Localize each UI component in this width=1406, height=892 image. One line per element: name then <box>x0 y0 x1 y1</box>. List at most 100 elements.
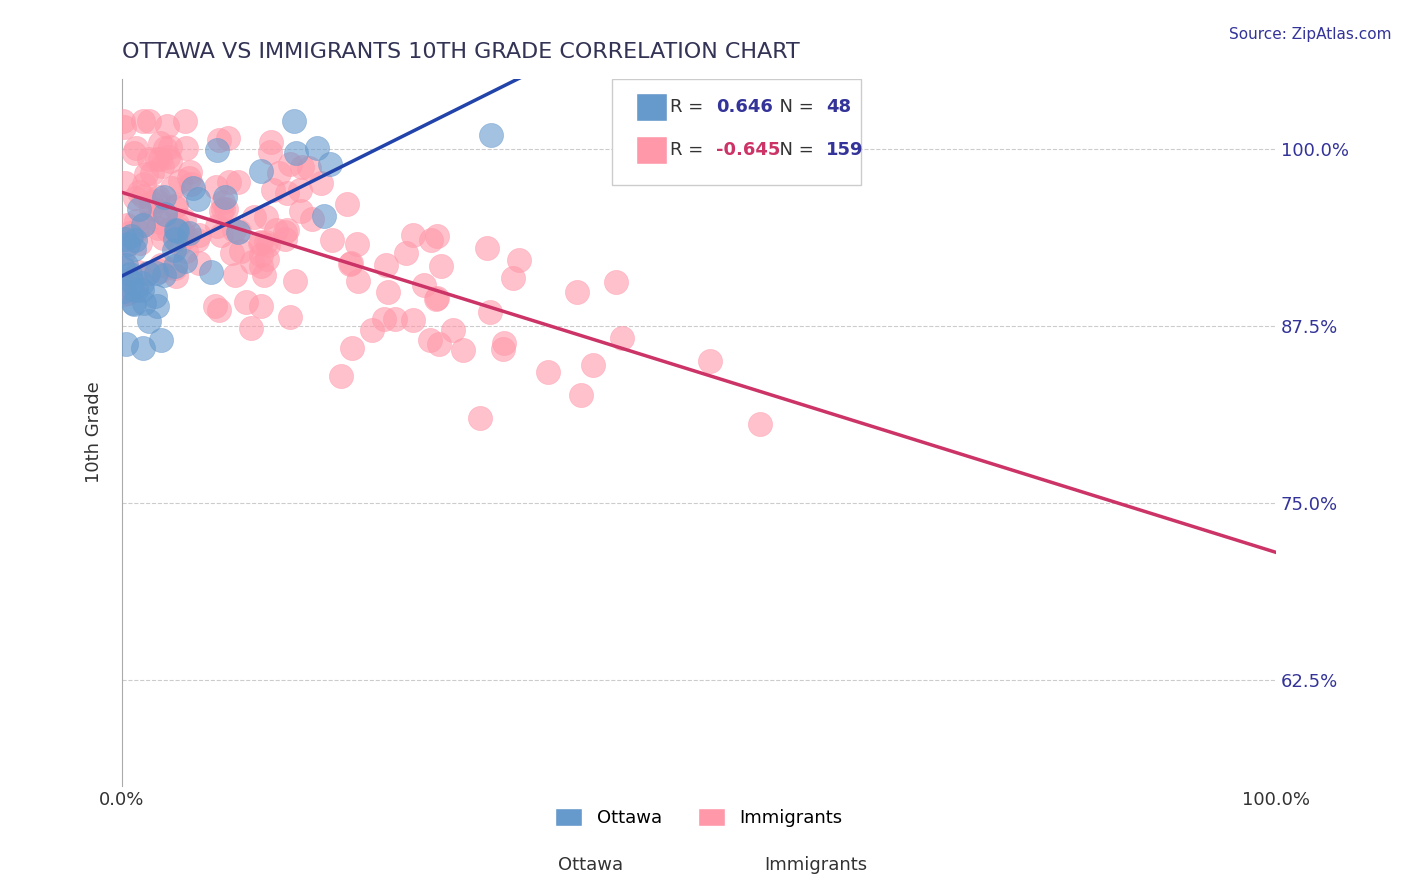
Point <box>131 283 153 297</box>
Text: N =: N = <box>768 141 820 159</box>
Point <box>117 285 139 300</box>
Point <box>118 268 141 282</box>
Point <box>156 119 179 133</box>
Point <box>475 241 498 255</box>
Text: Immigrants: Immigrants <box>763 856 868 874</box>
Point <box>118 226 141 240</box>
Point <box>128 202 150 216</box>
Point <box>165 223 187 237</box>
Point <box>224 222 246 236</box>
Point <box>228 224 250 238</box>
Point <box>267 166 290 180</box>
Point <box>115 259 138 273</box>
Point <box>135 167 157 181</box>
Point <box>240 255 263 269</box>
Text: R =: R = <box>671 141 709 159</box>
Point <box>122 297 145 311</box>
Point <box>605 276 627 290</box>
Point <box>112 245 135 260</box>
Point <box>139 194 162 209</box>
Point <box>145 266 167 280</box>
Point <box>114 176 136 190</box>
Point <box>177 226 200 240</box>
Point <box>132 177 155 191</box>
Point <box>208 133 231 147</box>
Text: N =: N = <box>768 98 820 116</box>
Point <box>141 165 163 179</box>
Point <box>340 341 363 355</box>
Point <box>160 181 183 195</box>
Point <box>112 286 135 301</box>
Point <box>111 274 134 288</box>
Point <box>278 310 301 324</box>
Point <box>188 228 211 243</box>
Point <box>121 275 143 289</box>
Point <box>169 236 191 251</box>
Point <box>112 120 135 135</box>
Point <box>374 258 396 272</box>
Point <box>132 341 155 355</box>
Point <box>502 271 524 285</box>
Point <box>173 213 195 227</box>
Point <box>360 323 382 337</box>
Point <box>174 230 197 244</box>
Point <box>150 333 173 347</box>
Point <box>309 176 332 190</box>
Point <box>138 114 160 128</box>
Point <box>165 259 187 273</box>
Point <box>257 238 280 252</box>
Point <box>305 141 328 155</box>
Point <box>188 255 211 269</box>
Point <box>124 233 146 247</box>
Point <box>479 128 502 143</box>
Point <box>250 248 273 262</box>
Point <box>508 253 530 268</box>
Point <box>249 163 271 178</box>
Point <box>384 311 406 326</box>
Text: OTTAWA VS IMMIGRANTS 10TH GRADE CORRELATION CHART: OTTAWA VS IMMIGRANTS 10TH GRADE CORRELAT… <box>122 42 800 62</box>
Point <box>111 114 134 128</box>
Point <box>441 323 464 337</box>
Point <box>149 264 172 278</box>
Point <box>121 282 143 296</box>
Point <box>347 274 370 288</box>
Point <box>157 150 180 164</box>
Point <box>146 190 169 204</box>
Point <box>569 387 592 401</box>
Point <box>346 237 368 252</box>
Point <box>205 179 228 194</box>
Point <box>249 236 271 251</box>
Text: 48: 48 <box>825 98 851 116</box>
Point <box>163 232 186 246</box>
Y-axis label: 10th Grade: 10th Grade <box>86 382 103 483</box>
Point <box>163 243 186 257</box>
Point <box>112 261 135 276</box>
Point <box>179 164 201 178</box>
Point <box>425 292 447 306</box>
Bar <box>636 136 666 164</box>
Point <box>373 311 395 326</box>
Point <box>274 232 297 246</box>
Point <box>494 335 516 350</box>
Point <box>243 210 266 224</box>
Text: Source: ZipAtlas.com: Source: ZipAtlas.com <box>1229 27 1392 42</box>
Point <box>204 299 226 313</box>
Point <box>314 209 336 223</box>
Point <box>125 141 148 155</box>
Point <box>170 224 193 238</box>
Point <box>283 274 305 288</box>
Point <box>451 343 474 358</box>
Point <box>127 265 149 279</box>
Point <box>240 321 263 335</box>
Point <box>217 131 239 145</box>
Point <box>114 232 136 246</box>
Point <box>152 230 174 244</box>
Point <box>260 135 283 149</box>
Point <box>470 410 492 425</box>
Point <box>290 203 312 218</box>
Point <box>430 259 453 273</box>
Point <box>298 161 321 176</box>
Point <box>150 159 173 173</box>
Point <box>266 223 288 237</box>
Point <box>259 145 281 159</box>
